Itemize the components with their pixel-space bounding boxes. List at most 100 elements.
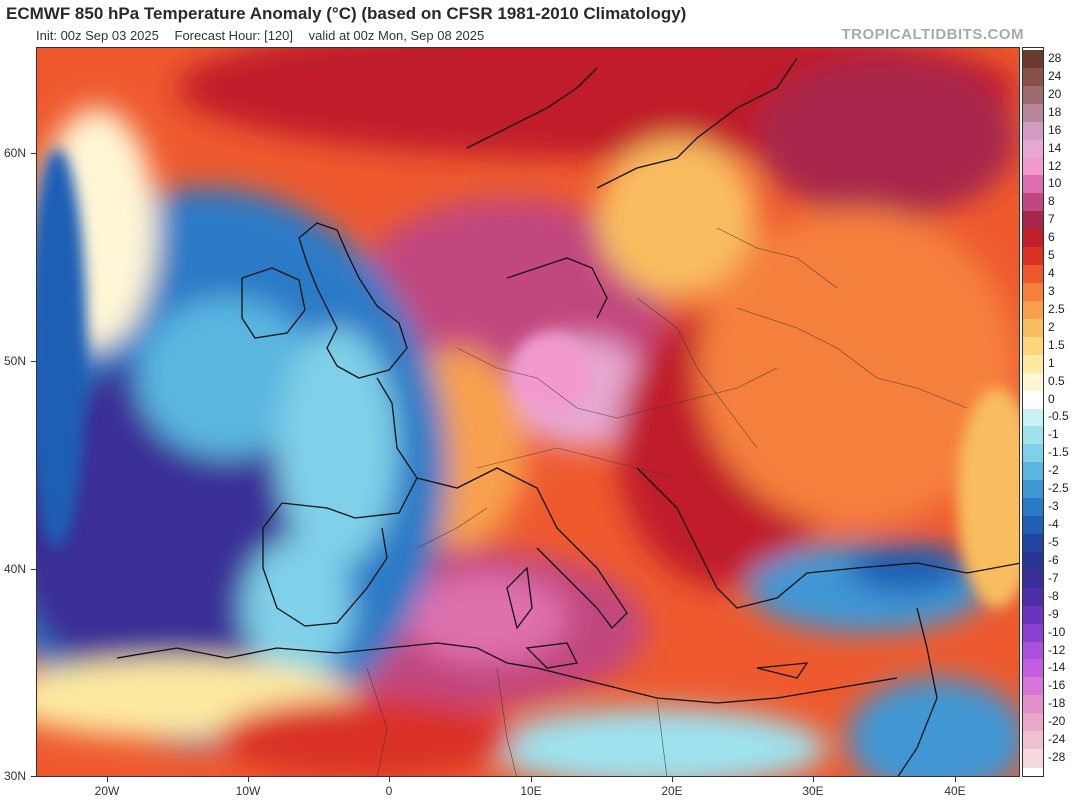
colorbar-swatch <box>1023 265 1043 284</box>
colorbar-label: -2 <box>1048 463 1059 478</box>
colorbar-swatch <box>1023 587 1043 607</box>
colorbar-swatch <box>1023 372 1043 392</box>
colorbar-label: -24 <box>1048 732 1066 747</box>
lat-label: 50N <box>4 354 27 368</box>
lon-label: 10W <box>235 784 261 798</box>
colorbar-label: -1.5 <box>1048 445 1069 460</box>
colorbar-swatch <box>1023 85 1043 105</box>
colorbar-label: 12 <box>1048 158 1062 173</box>
init-time: Init: 00z Sep 03 2025 <box>36 28 159 43</box>
colorbar-label: -6 <box>1048 552 1059 567</box>
colorbar-swatch <box>1023 605 1043 625</box>
colorbar-label: 4 <box>1048 266 1055 281</box>
lon-tick <box>531 777 532 782</box>
coastlines <box>116 57 1019 776</box>
colorbar-label: 8 <box>1048 194 1055 209</box>
colorbar-swatch <box>1023 480 1043 499</box>
lon-tick <box>672 777 673 782</box>
lon-label: 20E <box>661 784 683 798</box>
colorbar-label: 10 <box>1048 176 1062 191</box>
colorbar-label: 5 <box>1048 248 1055 263</box>
colorbar-label: 1.5 <box>1048 337 1065 352</box>
colorbar-swatch <box>1023 462 1043 481</box>
colorbar-swatch <box>1023 50 1043 69</box>
lon-label: 30E <box>802 784 824 798</box>
colorbar-label: -18 <box>1048 696 1066 711</box>
colorbar-swatch <box>1023 336 1043 356</box>
colorbar-swatch <box>1023 426 1043 445</box>
lon-label: 20W <box>94 784 120 798</box>
colorbar-label: -2.5 <box>1048 481 1069 496</box>
site-credit: TROPICALTIDBITS.COM <box>841 26 1024 43</box>
lon-label: 10E <box>520 784 542 798</box>
colorbar-label: -16 <box>1048 678 1066 693</box>
colorbar-label: -28 <box>1048 750 1066 765</box>
colorbar-swatch <box>1023 300 1043 320</box>
colorbar-label: -8 <box>1048 588 1059 603</box>
colorbar-swatch <box>1023 157 1043 176</box>
anomaly-shading <box>37 48 1019 776</box>
colorbar-label: 18 <box>1048 104 1062 119</box>
colorbar-swatch <box>1023 641 1043 660</box>
colorbar-swatch <box>1023 569 1043 589</box>
colorbar-label: 6 <box>1048 230 1055 245</box>
colorbar-swatch <box>1023 175 1043 194</box>
lon-label: 40E <box>944 784 966 798</box>
colorbar-label: -12 <box>1048 642 1066 657</box>
lon-tick <box>955 777 956 782</box>
lat-label: 60N <box>4 146 27 160</box>
colorbar <box>1022 47 1044 777</box>
lat-label: 40N <box>4 562 27 576</box>
colorbar-swatch <box>1023 551 1043 571</box>
colorbar-swatch <box>1023 516 1043 535</box>
colorbar-swatch <box>1023 534 1043 553</box>
colorbar-swatch <box>1023 283 1043 302</box>
colorbar-label: 3 <box>1048 284 1055 298</box>
map-subtitle: Init: 00z Sep 03 2025 Forecast Hour: [12… <box>36 28 496 43</box>
map-field <box>37 48 1019 776</box>
colorbar-swatch <box>1023 749 1043 768</box>
colorbar-label: 7 <box>1048 212 1055 227</box>
colorbar-label: -4 <box>1048 517 1059 532</box>
lon-label: 0 <box>385 784 393 798</box>
colorbar-label: 16 <box>1048 122 1062 137</box>
colorbar-label: -5 <box>1048 534 1059 549</box>
colorbar-label: 2 <box>1048 319 1055 334</box>
lat-tick <box>31 569 36 570</box>
colorbar-label: 0 <box>1048 391 1055 406</box>
lat-tick <box>31 153 36 154</box>
lon-tick <box>248 777 249 782</box>
lon-tick <box>813 777 814 782</box>
colorbar-swatch <box>1023 121 1043 141</box>
colorbar-swatch <box>1023 390 1043 409</box>
colorbar-swatch <box>1023 103 1043 123</box>
colorbar-swatch <box>1023 139 1043 159</box>
colorbar-label: -0.5 <box>1048 409 1069 424</box>
colorbar-label: -10 <box>1048 624 1066 639</box>
lat-tick <box>31 361 36 362</box>
colorbar-label: 28 <box>1048 50 1062 65</box>
colorbar-swatch <box>1023 408 1043 427</box>
lon-tick <box>389 777 390 782</box>
colorbar-label: 1 <box>1048 355 1055 370</box>
colorbar-label: -7 <box>1048 570 1059 585</box>
forecast-hour: Forecast Hour: [120] <box>174 28 294 43</box>
colorbar-swatch <box>1023 659 1043 678</box>
colorbar-label: -14 <box>1048 660 1066 675</box>
anomaly-detail <box>37 148 1019 608</box>
country-borders <box>366 227 968 776</box>
colorbar-label: -3 <box>1048 499 1059 514</box>
colorbar-label: 20 <box>1048 86 1062 101</box>
anomaly-map <box>36 47 1020 777</box>
colorbar-label: 14 <box>1048 140 1062 155</box>
lat-label: 30N <box>4 769 27 783</box>
colorbar-swatch <box>1023 623 1043 643</box>
colorbar-swatch <box>1023 731 1043 750</box>
valid-time: valid at 00z Mon, Sep 08 2025 <box>308 28 485 43</box>
colorbar-swatch <box>1023 713 1043 732</box>
lat-tick <box>31 776 36 777</box>
colorbar-swatch <box>1023 318 1043 338</box>
colorbar-swatch <box>1023 67 1043 87</box>
colorbar-label: -1 <box>1048 427 1059 442</box>
colorbar-label: -20 <box>1048 714 1066 729</box>
